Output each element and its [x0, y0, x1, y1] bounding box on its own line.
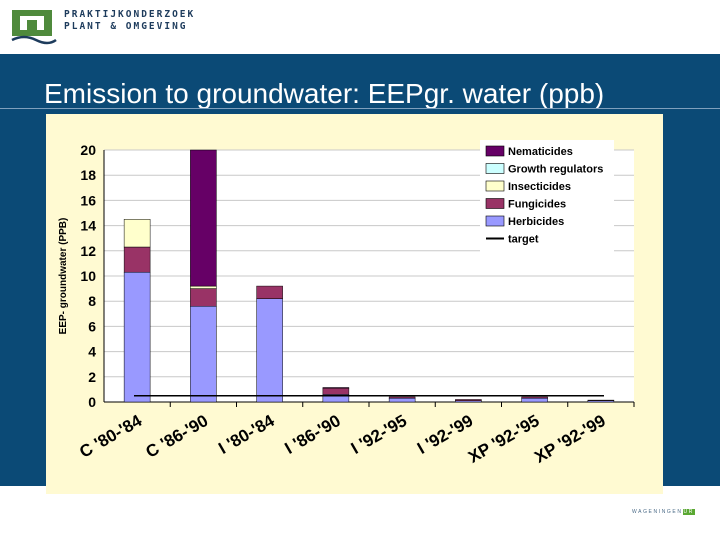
legend-label-fungicides: Fungicides: [508, 199, 566, 211]
bar-nematicides: [322, 387, 350, 389]
x-tick-label: C '80-'84: [76, 411, 145, 462]
bar-herbicides: [123, 271, 151, 403]
header-bar: PRAKTIJKONDERZOEK PLANT & OMGEVING: [0, 0, 720, 54]
footer-brand-tag: UR: [682, 509, 695, 515]
legend-label-growth-regulators: Growth regulators: [508, 164, 603, 176]
y-tick-label: 4: [88, 344, 96, 360]
legend-swatch-insecticides: [485, 180, 505, 192]
y-tick-label: 2: [88, 369, 96, 385]
y-tick-label: 16: [80, 192, 96, 208]
chart-panel: 0 2 4 6 8 10 12 14 16 18 20 EEP- groundwater (PPB) C…: [46, 114, 663, 494]
y-tick-label: 12: [80, 243, 96, 259]
bar-nematicides: [190, 149, 217, 287]
legend-label-herbicides: Herbicides: [508, 216, 564, 228]
y-tick-label: 14: [80, 218, 96, 234]
x-tick-label: I '86-'90: [282, 411, 344, 458]
y-tick-label: 0: [88, 394, 96, 410]
org-name-line2: PLANT & OMGEVING: [64, 21, 188, 32]
org-name-line1: PRAKTIJKONDERZOEK: [64, 9, 196, 20]
bar-fungicides: [388, 396, 416, 399]
x-tick-label: I '80-'84: [215, 411, 278, 458]
x-tick-label: I '92-'95: [348, 411, 410, 458]
y-tick-label: 6: [88, 318, 96, 334]
bar-herbicides: [521, 397, 548, 403]
legend-swatch-nematicides: [485, 145, 505, 157]
x-tick-label: C '86-'90: [142, 411, 211, 462]
y-tick-label: 20: [80, 142, 96, 158]
wur-logo-icon: [11, 10, 57, 45]
bar-fungicides: [587, 399, 615, 401]
legend-swatch-herbicides: [485, 215, 505, 227]
y-tick-label: 18: [80, 167, 96, 183]
footer-brand-main: WAGENINGEN: [632, 509, 683, 515]
legend-label-nematicides: Nematicides: [508, 146, 573, 158]
y-axis-label: EEP- groundwater (PPB): [58, 218, 69, 335]
bar-herbicides: [190, 305, 217, 403]
legend-label-target: target: [508, 234, 539, 246]
x-tick-label: XP '92-'95: [465, 411, 543, 467]
legend-swatch-fungicides: [485, 198, 505, 209]
emission-chart: 0 2 4 6 8 10 12 14 16 18 20 EEP- groundwater (PPB) C…: [58, 140, 635, 467]
legend-label-insecticides: Insecticides: [508, 181, 571, 193]
y-tick-label: 8: [88, 293, 96, 309]
bar-herbicides: [256, 298, 283, 403]
title-divider: [0, 108, 720, 109]
bar-fungicides: [190, 288, 217, 307]
x-tick-label: XP '92-'99: [531, 411, 609, 467]
legend-box: [480, 140, 614, 253]
bar-fungicides: [521, 396, 548, 399]
bar-insecticides: [190, 285, 217, 289]
org-name: PRAKTIJKONDERZOEK PLANT & OMGEVING: [64, 9, 195, 33]
bar-herbicides: [388, 397, 416, 403]
bar-fungicides: [256, 285, 283, 299]
bar-fungicides: [123, 246, 151, 273]
legend-swatch-growth-regulators: [485, 163, 505, 174]
bar-fungicides: [455, 399, 482, 401]
bar-fungicides: [322, 387, 350, 395]
y-tick-label: 10: [80, 268, 96, 284]
slide-title: Emission to groundwater: EEPgr. water (p…: [44, 78, 605, 109]
footer-brand: WAGENINGENUR: [632, 509, 695, 515]
bar-insecticides: [123, 219, 151, 248]
